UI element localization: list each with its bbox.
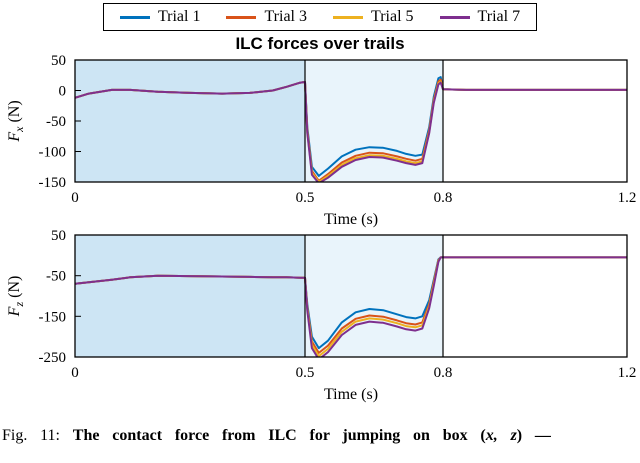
axes-box bbox=[74, 234, 628, 358]
x-tick-label: 0.8 bbox=[434, 365, 453, 381]
fx-chart: 0 0.5 0.8 1.2 50 0 -50 -100 -150 Time (s) Fx (N) bbox=[6, 54, 637, 228]
legend-item: Trial 1 bbox=[119, 8, 201, 26]
y-tick-label: -100 bbox=[39, 145, 67, 161]
legend-item-label: Trial 1 bbox=[157, 8, 201, 25]
y-axis-label: Fx (N) bbox=[6, 100, 26, 142]
y-tick-label: -250 bbox=[39, 350, 67, 366]
phase-region bbox=[75, 235, 305, 357]
legend-item: Trial 7 bbox=[439, 8, 521, 26]
legend-line-sample bbox=[439, 15, 470, 19]
x-axis-label: Time (s) bbox=[324, 211, 378, 228]
y-tick-label: -150 bbox=[39, 175, 67, 191]
x-tick-label: 1.2 bbox=[618, 365, 637, 381]
x-tick-label: 0 bbox=[71, 190, 79, 206]
series-line-trial-7 bbox=[75, 256, 627, 357]
caption-suffix: ) — bbox=[516, 427, 551, 444]
phase-region bbox=[305, 235, 443, 357]
y-tick-label: -50 bbox=[46, 114, 66, 130]
y-tick-label: -50 bbox=[46, 269, 66, 285]
x-axis-label: Time (s) bbox=[324, 386, 378, 403]
x-tick-label: 1.2 bbox=[618, 190, 637, 206]
caption-math: x, z bbox=[485, 427, 517, 444]
legend-line-sample bbox=[226, 15, 257, 19]
y-tick-label: -150 bbox=[39, 309, 67, 325]
legend-item-label: Trial 3 bbox=[264, 8, 307, 25]
y-tick-label: 50 bbox=[51, 54, 66, 69]
x-tick-label: 0.5 bbox=[296, 190, 315, 206]
legend-item: Trial 3 bbox=[226, 8, 307, 26]
y-axis-label: Fz (N) bbox=[6, 276, 26, 318]
x-tick-label: 0 bbox=[71, 365, 79, 381]
series-line-trial-7 bbox=[75, 81, 627, 182]
phase-region bbox=[75, 60, 305, 182]
y-tick-label: 50 bbox=[51, 229, 66, 244]
figure-caption: Fig. 11: The contact force from ILC for … bbox=[0, 426, 640, 446]
figure-title: ILC forces over trails bbox=[235, 34, 405, 53]
legend-item-label: Trial 5 bbox=[371, 8, 414, 25]
y-tick-label: 0 bbox=[59, 84, 67, 100]
x-tick-label: 0.8 bbox=[434, 190, 453, 206]
caption-text: The contact force from ILC for jumping o… bbox=[72, 427, 486, 444]
figure: Trial 1 Trial 3 Trial 5 Trial 7 ILC forces … bbox=[0, 3, 640, 463]
fz-chart: 0 0.5 0.8 1.2 50 -50 -150 -250 Time (s) Fz (N) bbox=[6, 229, 637, 403]
legend: Trial 1 Trial 3 Trial 5 Trial 7 bbox=[102, 3, 538, 31]
legend-line-sample bbox=[119, 15, 150, 19]
x-tick-label: 0.5 bbox=[296, 365, 315, 381]
legend-item: Trial 5 bbox=[333, 8, 414, 26]
legend-item-label: Trial 7 bbox=[477, 8, 521, 25]
legend-line-sample bbox=[333, 15, 363, 19]
caption-label: Fig. 11: bbox=[2, 427, 73, 444]
